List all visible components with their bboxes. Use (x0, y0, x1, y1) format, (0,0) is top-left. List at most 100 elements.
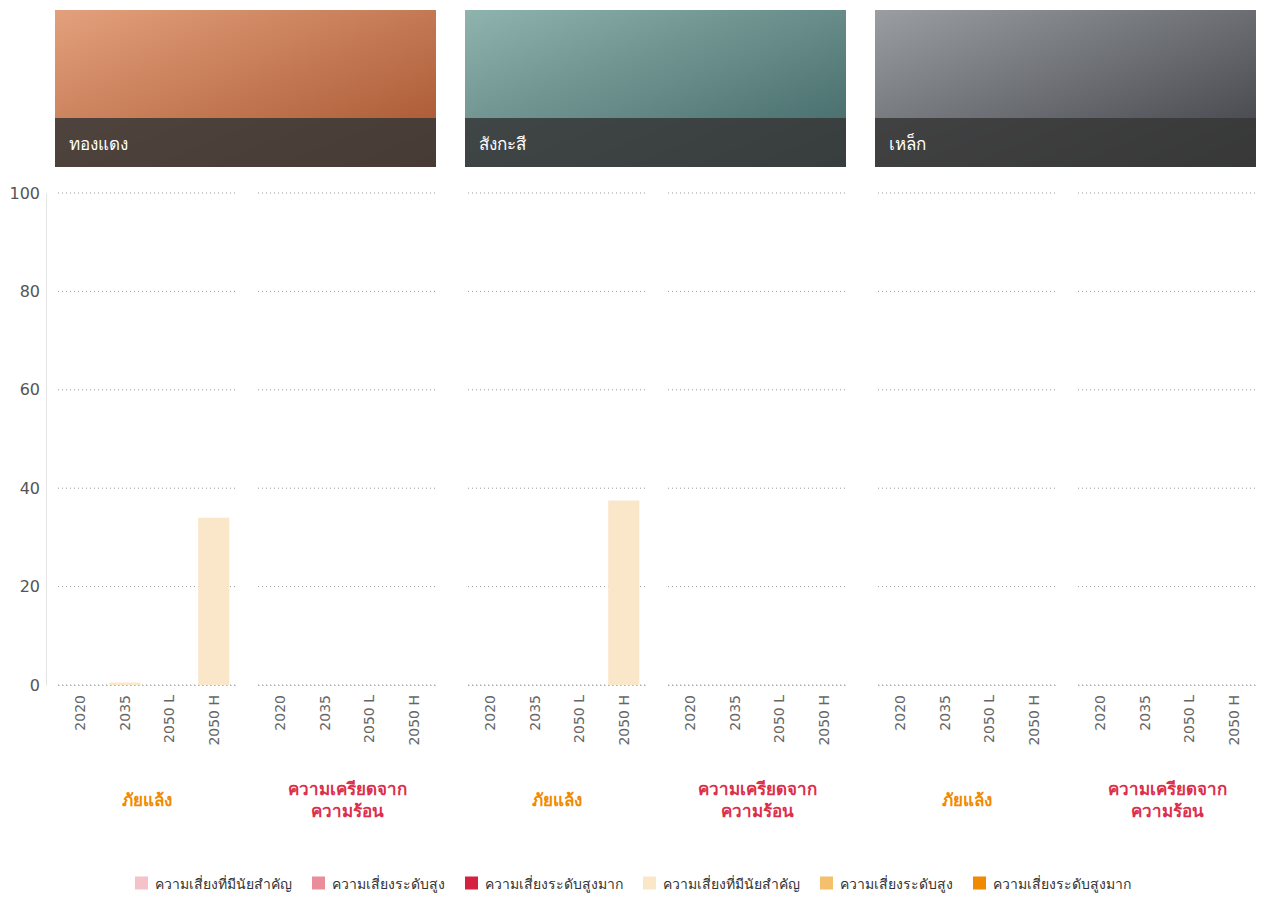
bar-segment (309, 685, 340, 686)
x-tick: 2050 H (1226, 685, 1242, 746)
x-tick: 2020 (1092, 685, 1108, 731)
group-label: ความเครียดจากความร้อน (288, 779, 407, 821)
bar-segment (109, 682, 140, 683)
x-axis-line (1079, 685, 1257, 686)
grid-line (258, 389, 436, 390)
x-axis-line (259, 685, 437, 686)
bar-segment (1174, 685, 1205, 686)
group-label-line: ภัยแล้ง (532, 790, 582, 810)
group-label: ความเครียดจากความร้อน (1108, 779, 1227, 821)
bar-segment (65, 685, 96, 686)
x-axis: 2020 2035 2050 L 2050 H (879, 685, 1057, 746)
x-tick: 2050 H (1026, 685, 1042, 746)
bar-segment (1218, 685, 1249, 686)
x-tick-label: 2050 L (361, 695, 377, 743)
bar-segment (608, 500, 639, 501)
bar-segment (109, 682, 140, 683)
chart: 020406080100ทองแดง202020352050 L2050 Hภั… (0, 0, 1266, 917)
grid-line (878, 488, 1056, 489)
grid-line (258, 685, 436, 686)
x-tick-label: 2035 (527, 695, 543, 731)
legend-item: ความเสี่ยงระดับสูง (312, 875, 445, 893)
x-tick-label: 2020 (272, 695, 288, 731)
x-tick: 2035 (937, 685, 953, 731)
bar-segment (1218, 685, 1249, 686)
bar-segment (564, 685, 595, 686)
panel-image (875, 10, 1256, 167)
bar-segment (519, 685, 550, 686)
x-axis: 202020352050 L2050 H (259, 685, 437, 746)
x-tick: 2050 L (361, 685, 377, 743)
panel-title-band (465, 118, 846, 167)
legend: ความเสี่ยงที่มีนัยสำคัญ ความเสี่ยงระดับสู… (135, 875, 1131, 893)
y-axis: 020406080100 (9, 184, 46, 695)
bar-segment (885, 685, 916, 686)
bar-segment (154, 685, 185, 686)
grid-line (468, 389, 646, 390)
grid (1078, 193, 1256, 685)
bar-segment (198, 517, 229, 518)
x-tick-label: 2050 H (816, 695, 832, 746)
panel-image (465, 10, 846, 167)
panel-title-band (55, 118, 436, 167)
bar-segment (354, 685, 385, 686)
grid-line (258, 586, 436, 587)
x-axis: 202020352050 L2050 H (669, 685, 847, 746)
y-tick-label: 20 (20, 577, 40, 596)
bar-segment (1085, 685, 1116, 686)
grid-line (258, 193, 436, 194)
bar-segment (564, 685, 595, 686)
bar-segment (1018, 685, 1049, 686)
x-tick: 2050 L (161, 685, 177, 743)
group-label-line: ภัยแล้ง (942, 790, 992, 810)
bar-segment (885, 685, 916, 686)
grid-line (1078, 685, 1256, 686)
bar-segment (519, 685, 550, 686)
bar-segment (309, 685, 340, 686)
x-tick: 2050 H (406, 685, 422, 746)
bar-segment (1085, 685, 1116, 686)
grid (258, 193, 436, 685)
x-axis-line (469, 685, 647, 686)
bar-segment (398, 685, 429, 686)
bar-segment (808, 685, 839, 686)
group-label-line: ความเครียดจาก (698, 779, 817, 799)
panel-title: เหล็ก (889, 133, 926, 154)
bar-segment (974, 685, 1005, 686)
grid-line (258, 488, 436, 489)
x-tick-label: 2050 L (571, 695, 587, 743)
bar-segment (719, 685, 750, 686)
bar-segment (764, 685, 795, 686)
bar-segment (974, 685, 1005, 686)
x-tick-label: 2035 (1137, 695, 1153, 731)
bar-segment (564, 685, 595, 686)
legend-label: ความเสี่ยงที่มีนัยสำคัญ (663, 875, 800, 892)
x-tick-label: 2020 (682, 695, 698, 731)
grid-line (1078, 488, 1256, 489)
grid-line (58, 193, 236, 194)
bar-segment (65, 685, 96, 686)
x-axis-line (669, 685, 847, 686)
grid-line (668, 389, 846, 390)
group-label-line: ความร้อน (1131, 801, 1204, 821)
x-tick: 2020 (892, 685, 908, 731)
bar-segment (675, 685, 706, 686)
bar-segment (608, 500, 639, 501)
bar-segment (1129, 685, 1160, 686)
y-tick-label: 0 (30, 676, 40, 695)
x-axis: 202020352050 L2050 H (469, 685, 647, 746)
bar-segment (354, 685, 385, 686)
group-label: ภัยแล้ง (122, 790, 172, 810)
bar-segment (109, 683, 140, 685)
grid-line (668, 586, 846, 587)
x-axis-line (879, 685, 1057, 686)
bar-segment (198, 517, 229, 518)
x-tick-label: 2050 L (981, 695, 997, 743)
grid (58, 193, 236, 685)
legend-swatch (820, 877, 833, 890)
x-tick: 2050 L (981, 685, 997, 743)
grid-line (1078, 586, 1256, 587)
grid (878, 193, 1056, 685)
legend-item: ความเสี่ยงระดับสูงมาก (973, 875, 1131, 893)
grid-line (668, 193, 846, 194)
